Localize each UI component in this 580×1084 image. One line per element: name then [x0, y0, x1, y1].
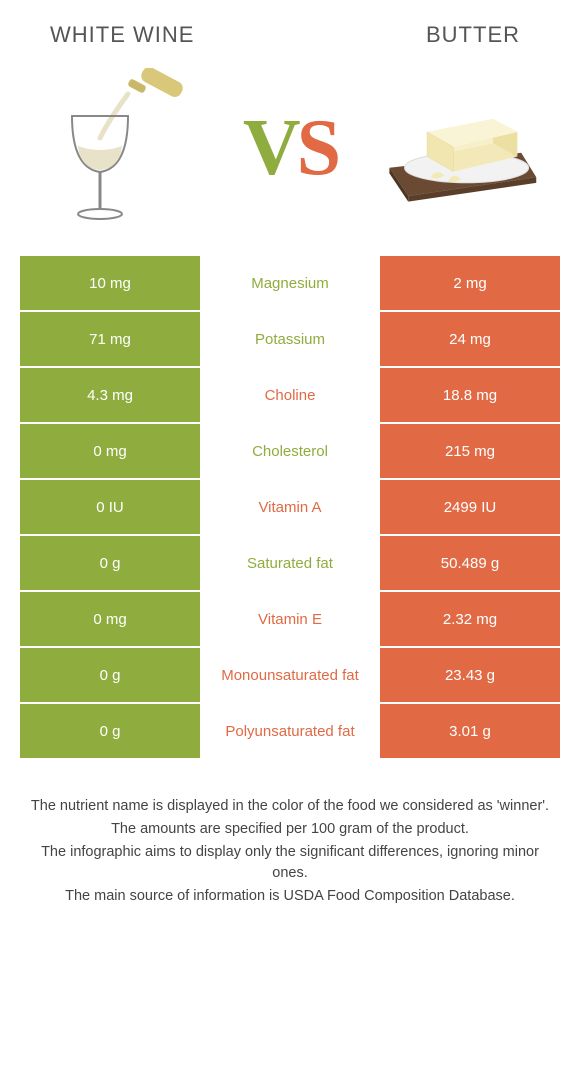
- right-value: 2.32 mg: [380, 592, 560, 646]
- nutrient-table: 10 mgMagnesium2 mg71 mgPotassium24 mg4.3…: [20, 256, 560, 760]
- right-value: 18.8 mg: [380, 368, 560, 422]
- vs-s: S: [297, 104, 338, 192]
- header: WHITE WINE BUTTER: [0, 0, 580, 58]
- butter-icon: [380, 83, 540, 213]
- left-value: 4.3 mg: [20, 368, 200, 422]
- nutrient-name: Monounsaturated fat: [200, 648, 380, 702]
- left-value: 0 mg: [20, 592, 200, 646]
- nutrient-row: 71 mgPotassium24 mg: [20, 312, 560, 368]
- nutrient-row: 0 mgCholesterol215 mg: [20, 424, 560, 480]
- footnote-line: The main source of information is USDA F…: [30, 886, 550, 907]
- left-value: 0 IU: [20, 480, 200, 534]
- wine-glass-icon: [50, 68, 190, 228]
- right-value: 23.43 g: [380, 648, 560, 702]
- nutrient-name: Vitamin E: [200, 592, 380, 646]
- nutrient-name: Polyunsaturated fat: [200, 704, 380, 758]
- footnotes: The nutrient name is displayed in the co…: [0, 760, 580, 907]
- right-food-title: BUTTER: [426, 22, 520, 48]
- nutrient-row: 10 mgMagnesium2 mg: [20, 256, 560, 312]
- nutrient-name: Choline: [200, 368, 380, 422]
- nutrient-name: Cholesterol: [200, 424, 380, 478]
- right-value: 3.01 g: [380, 704, 560, 758]
- right-value: 24 mg: [380, 312, 560, 366]
- footnote-line: The nutrient name is displayed in the co…: [30, 796, 550, 817]
- footnote-line: The amounts are specified per 100 gram o…: [30, 819, 550, 840]
- left-value: 0 g: [20, 648, 200, 702]
- nutrient-name: Potassium: [200, 312, 380, 366]
- nutrient-row: 0 IUVitamin A2499 IU: [20, 480, 560, 536]
- nutrient-name: Magnesium: [200, 256, 380, 310]
- nutrient-row: 0 mgVitamin E2.32 mg: [20, 592, 560, 648]
- right-food-image: [380, 68, 540, 228]
- right-value: 2 mg: [380, 256, 560, 310]
- left-value: 0 mg: [20, 424, 200, 478]
- right-value: 50.489 g: [380, 536, 560, 590]
- nutrient-name: Saturated fat: [200, 536, 380, 590]
- vs-label: VS: [243, 108, 337, 188]
- nutrient-row: 4.3 mgCholine18.8 mg: [20, 368, 560, 424]
- left-food-title: WHITE WINE: [50, 22, 194, 48]
- nutrient-row: 0 gSaturated fat50.489 g: [20, 536, 560, 592]
- right-value: 2499 IU: [380, 480, 560, 534]
- left-value: 0 g: [20, 704, 200, 758]
- right-value: 215 mg: [380, 424, 560, 478]
- left-value: 0 g: [20, 536, 200, 590]
- hero-row: VS: [0, 58, 580, 256]
- nutrient-name: Vitamin A: [200, 480, 380, 534]
- left-value: 10 mg: [20, 256, 200, 310]
- nutrient-row: 0 gMonounsaturated fat23.43 g: [20, 648, 560, 704]
- nutrient-row: 0 gPolyunsaturated fat3.01 g: [20, 704, 560, 760]
- vs-v: V: [243, 104, 297, 192]
- footnote-line: The infographic aims to display only the…: [30, 842, 550, 884]
- left-value: 71 mg: [20, 312, 200, 366]
- left-food-image: [40, 68, 200, 228]
